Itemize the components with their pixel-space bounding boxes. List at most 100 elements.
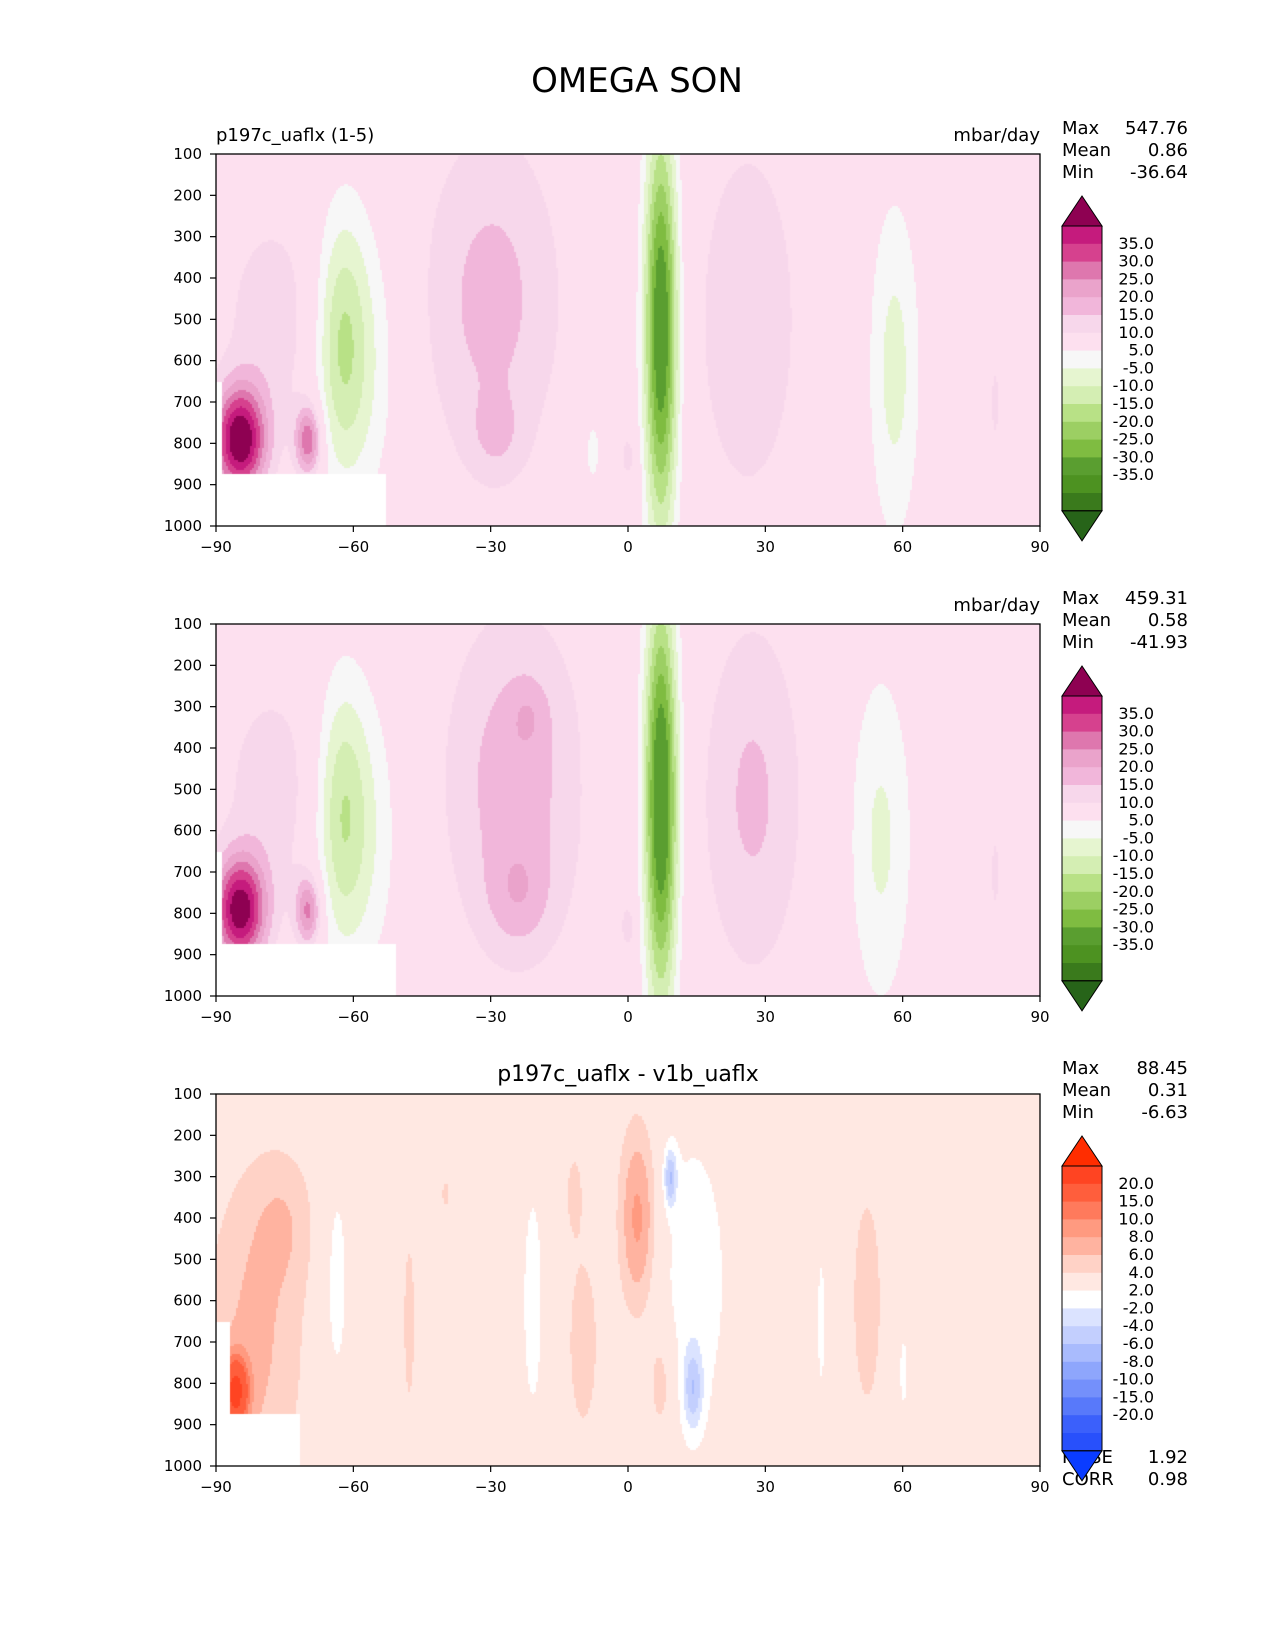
panel-2: mbar/day Max 459.31 Mean 0.58 Min -41.93… <box>164 588 1188 1026</box>
colorbar-tick-label: 6.0 <box>1129 1245 1154 1264</box>
panel-1: p197c_uaflx (1-5) mbar/day Max 547.76 Me… <box>164 118 1188 556</box>
colorbar-bin <box>1062 261 1102 280</box>
panel-3-corr-label: CORR <box>1062 1469 1114 1490</box>
colorbar-tick-label: 35.0 <box>1118 704 1154 723</box>
colorbar-bin <box>1062 404 1102 423</box>
colorbar-bin <box>1062 457 1102 476</box>
x-tick-label: 90 <box>1030 1478 1049 1496</box>
x-tick-label: 0 <box>623 538 633 556</box>
panel-3-mean-label: Mean <box>1062 1080 1111 1101</box>
colorbar-bin <box>1062 1361 1102 1380</box>
colorbar-bin <box>1062 802 1102 821</box>
panel-2-contour-field <box>216 624 1040 996</box>
x-tick-label: 30 <box>756 538 775 556</box>
y-tick-label: 400 <box>173 1209 202 1227</box>
colorbar-tick-label: -10.0 <box>1113 376 1154 395</box>
colorbar-tick-label: -15.0 <box>1113 864 1154 883</box>
colorbar-bin <box>1062 945 1102 964</box>
colorbar-bin <box>1062 874 1102 893</box>
colorbar-bin <box>1062 1415 1102 1434</box>
colorbar-tick-label: 30.0 <box>1118 722 1154 741</box>
panel-2-y-axis: 100 200 300 400 500 600 700 800 900 1000 <box>164 615 216 1005</box>
colorbar-bin <box>1062 856 1102 875</box>
panel-2-stats: Max 459.31 Mean 0.58 Min -41.93 <box>1062 588 1188 653</box>
colorbar-tick-label: 20.0 <box>1118 1174 1154 1193</box>
colorbar-tick-label: -15.0 <box>1113 394 1154 413</box>
colorbar-bin <box>1062 1255 1102 1274</box>
panel-1-plot-area <box>215 153 1041 527</box>
colorbar-bin <box>1062 243 1102 262</box>
y-tick-label: 600 <box>173 822 202 840</box>
colorbar-tick-label: -30.0 <box>1113 447 1154 466</box>
panel-3-min-value: -6.63 <box>1141 1102 1188 1123</box>
colorbar-tick-label: 20.0 <box>1118 287 1154 306</box>
colorbar-tick-label: 15.0 <box>1118 775 1154 794</box>
panel-2-plot-area <box>215 623 1041 997</box>
colorbar-tick-label: -6.0 <box>1123 1334 1154 1353</box>
colorbar-bin <box>1062 1237 1102 1256</box>
panel-1-stats: Max 547.76 Mean 0.86 Min -36.64 <box>1062 118 1188 183</box>
y-tick-label: 600 <box>173 1292 202 1310</box>
colorbar-bin <box>1062 226 1102 245</box>
panel-1-max-value: 547.76 <box>1125 118 1188 139</box>
y-tick-label: 400 <box>173 739 202 757</box>
colorbar-frame <box>1061 695 1103 982</box>
colorbar-bin <box>1062 421 1102 440</box>
panel-3-x-axis: −90 −60 −30 0 30 60 90 <box>200 1466 1050 1496</box>
y-tick-label: 1000 <box>164 987 202 1005</box>
colorbar-bin <box>1062 350 1102 369</box>
panel-2-min-value: -41.93 <box>1130 632 1188 653</box>
colorbar-tick-label: 5.0 <box>1129 341 1154 360</box>
colorbar-tick-label: -2.0 <box>1123 1298 1154 1317</box>
y-tick-label: 100 <box>173 615 202 633</box>
colorbar-bin <box>1062 820 1102 839</box>
colorbar-extend-top <box>1061 1135 1103 1167</box>
figure-title: OMEGA SON <box>531 61 743 101</box>
colorbar-tick-label: -10.0 <box>1113 846 1154 865</box>
panel-1-y-axis: 100 200 300 400 500 600 700 800 900 1000 <box>164 145 216 535</box>
colorbar-bin <box>1062 439 1102 458</box>
y-tick-label: 800 <box>173 904 202 922</box>
panel-3-max-label: Max <box>1062 1058 1100 1079</box>
y-tick-label: 200 <box>173 656 202 674</box>
x-tick-label: −30 <box>475 538 507 556</box>
panel-2-max-value: 459.31 <box>1125 588 1188 609</box>
colorbar-bin <box>1062 749 1102 768</box>
colorbar-frame <box>1061 225 1103 512</box>
y-tick-label: 300 <box>173 228 202 246</box>
y-tick-label: 900 <box>173 476 202 494</box>
panel-3: p197c_uaflx - v1b_uaflx Max 88.45 Mean 0… <box>164 1058 1188 1496</box>
panel-1-contour-field <box>216 154 1040 526</box>
colorbar-bin <box>1062 386 1102 405</box>
y-tick-label: 500 <box>173 1250 202 1268</box>
panel-2-min-label: Min <box>1062 632 1094 653</box>
colorbar-bin <box>1062 1272 1102 1291</box>
colorbar-tick-label: -25.0 <box>1113 900 1154 919</box>
colorbar-bin <box>1062 927 1102 946</box>
panel-3-contour-field <box>216 1094 1040 1466</box>
colorbar-bin <box>1062 1290 1102 1309</box>
colorbar-bin <box>1062 1326 1102 1345</box>
colorbar-frame <box>1061 1165 1103 1452</box>
colorbar-bin <box>1062 1219 1102 1238</box>
colorbar-tick-label: 35.0 <box>1118 234 1154 253</box>
panel-3-plot-area <box>215 1093 1041 1467</box>
x-tick-label: −90 <box>200 538 232 556</box>
panel-2-colorbar: 35.030.025.020.015.010.05.0-5.0-10.0-15.… <box>1061 665 1154 1012</box>
colorbar-tick-label: -5.0 <box>1123 358 1154 377</box>
x-tick-label: 30 <box>756 1478 775 1496</box>
colorbar-bin <box>1062 1308 1102 1327</box>
panel-3-corr-value: 0.98 <box>1148 1469 1188 1490</box>
panel-1-x-axis: −90 −60 −30 0 30 60 90 <box>200 526 1050 556</box>
panel-1-mean-label: Mean <box>1062 140 1111 161</box>
y-tick-label: 800 <box>173 434 202 452</box>
colorbar-tick-label: 5.0 <box>1129 811 1154 830</box>
colorbar-tick-label: -35.0 <box>1113 935 1154 954</box>
y-tick-label: 800 <box>173 1374 202 1392</box>
colorbar-bin <box>1062 1201 1102 1220</box>
colorbar-bin <box>1062 332 1102 351</box>
y-tick-label: 1000 <box>164 517 202 535</box>
panel-1-min-label: Min <box>1062 162 1094 183</box>
x-tick-label: −60 <box>338 538 370 556</box>
